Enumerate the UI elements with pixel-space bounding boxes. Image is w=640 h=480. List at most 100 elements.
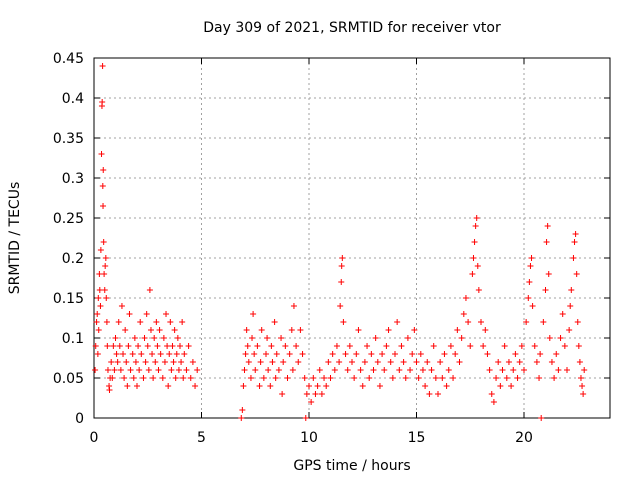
- data-point: [101, 287, 108, 293]
- data-point: [289, 367, 296, 373]
- data-point: [183, 367, 190, 373]
- data-point: [256, 383, 263, 389]
- data-points: [92, 63, 588, 421]
- data-point: [435, 391, 441, 397]
- data-point: [396, 367, 403, 373]
- data-point: [267, 383, 274, 389]
- data-point: [574, 319, 581, 325]
- data-point: [147, 327, 154, 333]
- data-point: [505, 359, 512, 365]
- data-point: [526, 279, 533, 285]
- data-point: [108, 359, 115, 365]
- data-point: [385, 327, 392, 333]
- data-point: [251, 351, 258, 357]
- data-point: [443, 383, 450, 389]
- x-tick-label: 15: [408, 430, 426, 446]
- data-point: [95, 327, 102, 333]
- data-point: [351, 375, 358, 381]
- data-point: [94, 311, 101, 317]
- data-point: [116, 343, 123, 349]
- data-point: [402, 375, 409, 381]
- data-point: [528, 255, 535, 261]
- y-tick-label: 0.1: [62, 331, 84, 347]
- data-point: [452, 351, 459, 357]
- data-point: [157, 351, 164, 357]
- data-point: [577, 375, 584, 381]
- data-point: [180, 375, 187, 381]
- data-point: [357, 367, 364, 373]
- data-point: [415, 375, 422, 381]
- data-point: [575, 343, 582, 349]
- data-point: [447, 343, 454, 349]
- data-point: [364, 343, 371, 349]
- data-point: [314, 383, 321, 389]
- data-point: [518, 343, 525, 349]
- data-point: [419, 367, 426, 373]
- data-point: [140, 375, 147, 381]
- y-tick-label: 0.4: [62, 91, 84, 107]
- data-point: [169, 343, 176, 349]
- data-point: [130, 375, 137, 381]
- data-point: [531, 343, 538, 349]
- data-point: [472, 223, 479, 229]
- data-point: [368, 351, 375, 357]
- data-point: [260, 375, 267, 381]
- y-tick-label: 0.15: [53, 291, 84, 307]
- data-point: [240, 383, 247, 389]
- data-point: [445, 367, 452, 373]
- data-point: [338, 279, 345, 285]
- data-point: [398, 343, 405, 349]
- data-point: [409, 351, 416, 357]
- data-point: [159, 375, 166, 381]
- data-point: [122, 327, 129, 333]
- data-point: [297, 327, 304, 333]
- data-point: [293, 343, 300, 349]
- data-point: [146, 287, 153, 293]
- data-point: [581, 367, 588, 373]
- data-point: [135, 343, 142, 349]
- y-tick-label: 0.35: [53, 131, 84, 147]
- data-point: [439, 375, 446, 381]
- data-point: [97, 303, 104, 309]
- data-point: [99, 99, 106, 105]
- data-point: [178, 359, 185, 365]
- data-point: [275, 367, 282, 373]
- data-point: [185, 343, 192, 349]
- data-point: [306, 383, 312, 389]
- data-point: [537, 351, 544, 357]
- data-point: [145, 367, 152, 373]
- plot-area-frame: [93, 57, 611, 419]
- data-point: [555, 367, 562, 373]
- data-point: [480, 343, 487, 349]
- x-tick-label: 20: [515, 430, 533, 446]
- data-point: [126, 311, 133, 317]
- data-point: [244, 343, 251, 349]
- data-point: [561, 343, 568, 349]
- y-tick-label: 0: [75, 411, 84, 427]
- data-point: [545, 271, 552, 277]
- data-point: [482, 327, 489, 333]
- data-point: [171, 327, 178, 333]
- data-point: [106, 387, 113, 393]
- data-point: [104, 367, 111, 373]
- data-point: [192, 383, 199, 389]
- data-point: [174, 335, 181, 341]
- data-point: [339, 255, 346, 261]
- data-point: [141, 335, 148, 341]
- data-point: [177, 343, 183, 349]
- data-point: [376, 383, 383, 389]
- data-point: [536, 375, 543, 381]
- data-point: [132, 359, 139, 365]
- data-point: [103, 319, 110, 325]
- data-point: [428, 367, 435, 373]
- data-point: [249, 335, 256, 341]
- data-point: [279, 391, 286, 397]
- data-point: [273, 351, 280, 357]
- data-point: [179, 319, 186, 325]
- data-point: [98, 151, 105, 157]
- data-point: [355, 327, 362, 333]
- data-point: [99, 183, 106, 189]
- y-tick-label: 0.3: [62, 171, 84, 187]
- data-point: [94, 351, 101, 357]
- data-point: [544, 223, 551, 229]
